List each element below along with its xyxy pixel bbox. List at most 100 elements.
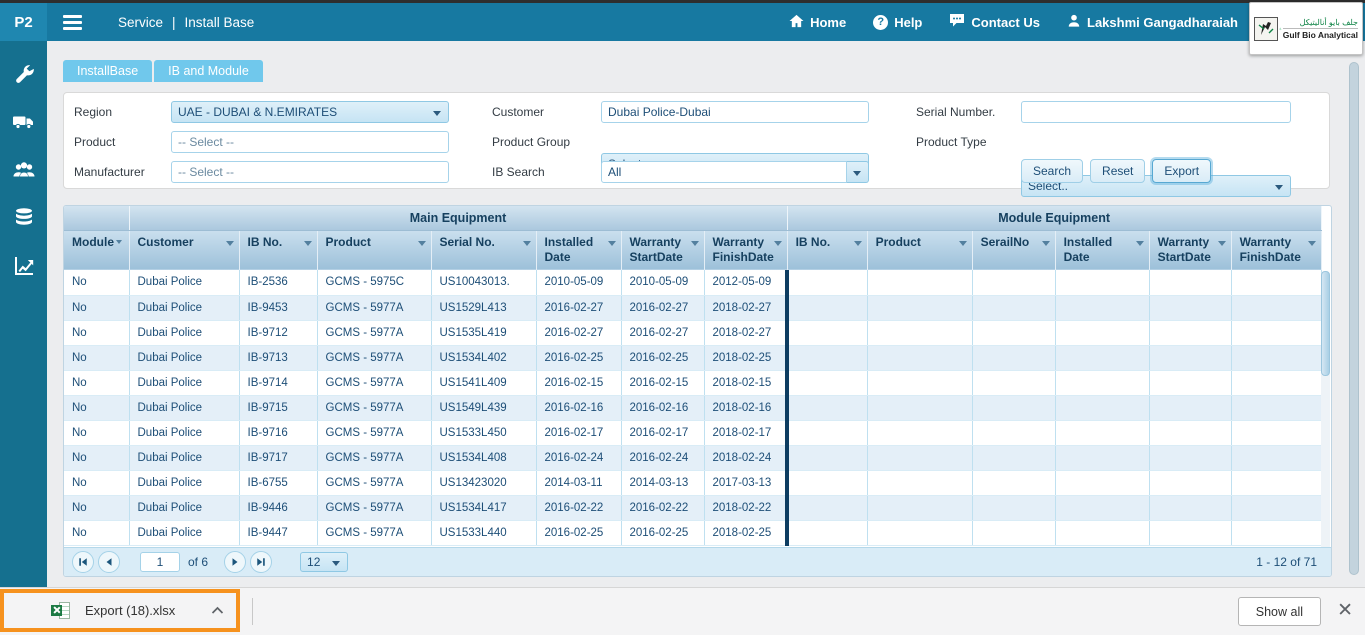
column-header-product[interactable]: Product	[317, 230, 432, 270]
nav-home[interactable]: Home	[789, 14, 846, 31]
download-file-name[interactable]: Export (18).xlsx	[85, 603, 176, 618]
table-row[interactable]: No Dubai Police IB-9717 GCMS - 5977A US1…	[64, 445, 1322, 471]
cell-module-warranty-finishdate	[1231, 320, 1322, 346]
page-size-select[interactable]: 12	[300, 552, 349, 572]
column-header-ib-no[interactable]: IB No.	[239, 230, 318, 270]
show-all-button[interactable]: Show all	[1237, 597, 1321, 626]
table-row[interactable]: No Dubai Police IB-9453 GCMS - 5977A US1…	[64, 295, 1322, 321]
p2-logo[interactable]: P2	[0, 3, 47, 41]
export-button[interactable]: Export	[1152, 159, 1212, 183]
table-row[interactable]: No Dubai Police IB-9446 GCMS - 5977A US1…	[64, 495, 1322, 521]
cell-module-warranty-finishdate	[1231, 470, 1322, 496]
customer-label: Customer	[492, 105, 545, 119]
table-row[interactable]: No Dubai Police IB-9447 GCMS - 5977A US1…	[64, 520, 1322, 546]
ib-search-dropdown-button[interactable]	[847, 161, 869, 183]
cell-module-serailno	[972, 395, 1056, 421]
hamburger-menu-icon[interactable]	[63, 14, 82, 30]
table-row[interactable]: No Dubai Police IB-9712 GCMS - 5977A US1…	[64, 320, 1322, 346]
cell-module-installed-date	[1055, 295, 1150, 321]
cell-installed-date: 2016-02-17	[536, 420, 622, 446]
sort-caret-icon	[1307, 240, 1316, 246]
cell-serial-no: US1534L402	[431, 345, 537, 371]
cell-module-product	[867, 495, 973, 521]
prev-page-button[interactable]	[98, 551, 120, 573]
column-header-installed-date[interactable]: Installed Date	[536, 230, 622, 270]
column-header-module[interactable]: Module	[64, 230, 130, 270]
table-row[interactable]: No Dubai Police IB-2536 GCMS - 5975C US1…	[64, 270, 1322, 296]
cell-ib-no: IB-6755	[239, 470, 318, 496]
column-header-serial-no[interactable]: Serial No.	[431, 230, 537, 270]
users-icon[interactable]	[11, 157, 37, 183]
ib-search-input[interactable]	[601, 161, 847, 183]
next-page-button[interactable]	[224, 551, 247, 573]
download-expand-button[interactable]	[211, 606, 224, 615]
table-row[interactable]: No Dubai Police IB-6755 GCMS - 5977A US1…	[64, 470, 1322, 496]
sort-caret-icon	[690, 240, 699, 246]
tab-installbase[interactable]: InstallBase	[63, 60, 153, 82]
cell-product: GCMS - 5977A	[317, 395, 432, 421]
truck-icon[interactable]	[11, 109, 37, 135]
column-header-module-serailno[interactable]: SerailNo	[972, 230, 1056, 270]
first-page-button[interactable]	[72, 551, 94, 573]
sort-caret-icon	[607, 240, 616, 246]
cell-module-installed-date	[1055, 370, 1150, 396]
table-row[interactable]: No Dubai Police IB-9716 GCMS - 5977A US1…	[64, 420, 1322, 446]
column-header-warranty-finishdate[interactable]: Warranty FinishDate	[704, 230, 788, 270]
cell-ib-no: IB-9717	[239, 445, 318, 471]
download-item[interactable]: Export (18).xlsx	[0, 589, 240, 632]
customer-input[interactable]	[601, 101, 869, 123]
table-row[interactable]: No Dubai Police IB-9714 GCMS - 5977A US1…	[64, 370, 1322, 396]
database-icon[interactable]	[11, 205, 37, 231]
column-header-module-product[interactable]: Product	[867, 230, 973, 270]
nav-contact-us[interactable]: Contact Us	[949, 13, 1040, 31]
cell-ib-no: IB-9446	[239, 495, 318, 521]
cell-product: GCMS - 5977A	[317, 420, 432, 446]
cell-module-installed-date	[1055, 270, 1150, 296]
tab-ib-and-module[interactable]: IB and Module	[154, 60, 263, 82]
reset-button[interactable]: Reset	[1090, 159, 1146, 183]
last-page-button[interactable]	[250, 551, 273, 573]
close-download-bar-icon[interactable]: ✕	[1337, 600, 1353, 621]
column-header-module-installed-date[interactable]: Installed Date	[1055, 230, 1150, 270]
column-header-warranty-startdate[interactable]: Warranty StartDate	[621, 230, 705, 270]
group-header-module-equipment: Module Equipment	[787, 206, 1322, 231]
page-scrollbar[interactable]	[1349, 62, 1359, 575]
cell-warranty-finishdate: 2018-02-27	[704, 320, 788, 346]
cell-module-warranty-finishdate	[1231, 395, 1322, 421]
table-row[interactable]: No Dubai Police IB-9715 GCMS - 5977A US1…	[64, 395, 1322, 421]
product-select[interactable]: -- Select --	[171, 131, 449, 153]
nav-help-label: Help	[894, 14, 923, 30]
table-row[interactable]: No Dubai Police IB-9713 GCMS - 5977A US1…	[64, 345, 1322, 371]
column-header-customer[interactable]: Customer	[129, 230, 240, 270]
search-button[interactable]: Search	[1021, 159, 1084, 183]
sort-caret-icon	[1217, 240, 1226, 246]
wrench-icon[interactable]	[11, 61, 37, 87]
cell-module-ib-no	[785, 520, 868, 546]
column-header-module-ib-no[interactable]: IB No.	[787, 230, 868, 270]
cell-module-installed-date	[1055, 320, 1150, 346]
serial-number-input[interactable]	[1021, 101, 1291, 123]
cell-module-serailno	[972, 420, 1056, 446]
chart-line-icon[interactable]	[11, 253, 37, 279]
cell-module-serailno	[972, 270, 1056, 296]
region-select[interactable]: UAE - DUBAI & N.EMIRATES	[171, 101, 449, 123]
column-header-module-warranty-startdate[interactable]: Warranty StartDate	[1149, 230, 1232, 270]
manufacturer-select[interactable]: -- Select --	[171, 161, 449, 183]
product-type-select[interactable]: Select..	[1021, 175, 1291, 197]
cell-module-warranty-startdate	[1149, 470, 1232, 496]
cell-module-ib-no	[785, 320, 868, 346]
cell-serial-no: US1534L417	[431, 495, 537, 521]
cell-warranty-finishdate: 2018-02-25	[704, 520, 788, 546]
cell-module-warranty-finishdate	[1231, 495, 1322, 521]
table-scrollbar-thumb[interactable]	[1321, 271, 1330, 376]
sort-caret-icon	[303, 240, 312, 246]
page-number-input[interactable]	[140, 552, 180, 572]
table-scrollbar[interactable]	[1321, 271, 1330, 550]
column-header-row: Module Customer IB No. Product Serial No…	[64, 230, 1322, 270]
page-count-label: of 6	[188, 555, 209, 569]
nav-user[interactable]: Lakshmi Gangadharaiah	[1067, 13, 1238, 31]
nav-help[interactable]: Help	[873, 14, 923, 30]
cell-module-serailno	[972, 370, 1056, 396]
cell-product: GCMS - 5977A	[317, 320, 432, 346]
column-header-module-warranty-finishdate[interactable]: Warranty FinishDate	[1231, 230, 1322, 270]
